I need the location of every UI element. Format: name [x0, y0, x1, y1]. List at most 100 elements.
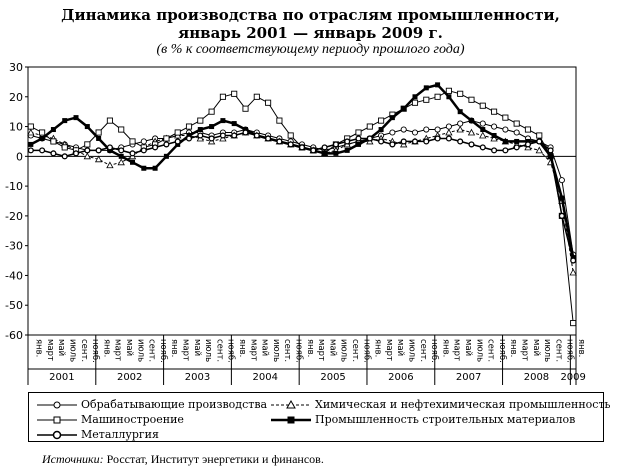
source-label: Источники:	[42, 452, 104, 466]
data-point	[435, 82, 441, 88]
data-point	[163, 135, 170, 142]
data-point	[163, 153, 169, 159]
x-month-label: янв.	[508, 339, 518, 357]
data-point	[242, 129, 249, 136]
data-point	[39, 129, 46, 136]
data-point	[72, 150, 80, 157]
data-point	[434, 93, 441, 100]
x-month-label: янв.	[305, 339, 315, 357]
x-month-label: янв.	[169, 339, 179, 357]
x-month-label: март	[45, 339, 55, 361]
x-month-label: май	[56, 339, 66, 356]
legend-label-machinery: Машиностроение	[81, 413, 184, 426]
data-point	[197, 127, 203, 133]
data-point	[491, 108, 498, 115]
data-point	[242, 105, 249, 112]
data-point	[95, 147, 102, 154]
x-year-label: 2002	[117, 372, 142, 383]
data-point	[197, 132, 204, 139]
data-point	[457, 90, 464, 97]
data-point	[141, 165, 147, 171]
x-month-label: сент.	[486, 339, 496, 362]
data-point	[152, 144, 159, 151]
data-point	[570, 257, 577, 264]
data-point	[197, 117, 204, 124]
x-month-label: май	[463, 339, 473, 356]
data-point	[39, 147, 46, 154]
x-month-label: июль	[339, 339, 349, 362]
y-tick-label: 20	[9, 91, 23, 104]
data-point	[479, 120, 486, 127]
x-month-label: сент.	[79, 339, 89, 362]
data-point	[479, 144, 486, 151]
data-point	[535, 146, 543, 154]
data-point	[106, 161, 114, 169]
data-point	[559, 195, 565, 201]
data-point	[219, 93, 226, 100]
x-year-label: 2001	[49, 372, 74, 383]
data-point	[27, 128, 35, 136]
data-point	[61, 144, 68, 151]
x-month-label: янв.	[440, 339, 450, 357]
data-point	[83, 152, 91, 160]
data-point	[570, 320, 577, 327]
legend: Обрабатывающие производства Химическая и…	[28, 392, 611, 442]
data-point	[412, 94, 418, 100]
x-month-label: июль	[474, 339, 484, 362]
x-month-label: май	[395, 339, 405, 356]
data-point	[287, 141, 294, 148]
x-month-label: сент.	[553, 339, 563, 362]
data-point	[411, 99, 419, 106]
data-point	[491, 123, 498, 130]
x-month-label: сент.	[147, 339, 157, 362]
data-point	[524, 141, 532, 148]
x-month-label: нояб.	[90, 339, 100, 363]
data-point	[106, 117, 113, 124]
data-point	[185, 135, 193, 142]
data-point	[457, 109, 463, 115]
data-point	[378, 127, 384, 133]
chart-title-line1: Динамика производства по отраслям промыш…	[61, 6, 560, 24]
data-point	[401, 106, 407, 112]
data-point	[355, 135, 362, 142]
data-point	[491, 132, 497, 138]
data-point	[344, 147, 350, 153]
y-tick-label: -50	[5, 299, 23, 312]
data-point	[27, 147, 34, 154]
x-month-label: нояб.	[226, 339, 236, 363]
data-point	[558, 212, 565, 219]
x-month-label: июль	[271, 339, 281, 362]
y-tick-label: 0	[16, 150, 23, 163]
data-point	[106, 144, 113, 151]
data-point	[355, 141, 361, 147]
data-point	[446, 94, 452, 100]
x-month-label: март	[520, 339, 530, 361]
data-point	[129, 138, 136, 145]
legend-label-construction: Промышленность строительных материалов	[315, 413, 576, 426]
data-point	[50, 127, 56, 133]
legend-item-construction: Промышленность строительных материалов	[271, 413, 575, 426]
legend-item-machinery: Машиностроение	[37, 413, 184, 426]
data-point	[298, 144, 306, 151]
x-month-label: нояб.	[361, 339, 371, 363]
data-point	[174, 129, 181, 136]
data-point	[39, 135, 45, 141]
data-point	[61, 153, 68, 160]
data-point	[163, 141, 170, 148]
data-point	[50, 138, 57, 145]
legend-label-metallurgy: Металлургия	[81, 428, 159, 441]
data-point	[208, 135, 215, 142]
x-month-label: нояб.	[158, 339, 168, 363]
data-point	[468, 118, 474, 124]
data-point	[445, 128, 453, 136]
data-point	[344, 138, 351, 145]
x-month-label: нояб.	[294, 339, 304, 363]
y-tick-label: -60	[5, 329, 23, 342]
data-point	[423, 126, 430, 133]
data-point	[457, 120, 464, 127]
data-point	[378, 138, 385, 145]
data-point	[502, 147, 509, 154]
data-point	[479, 131, 487, 139]
data-point	[479, 102, 486, 109]
data-point	[355, 129, 362, 136]
